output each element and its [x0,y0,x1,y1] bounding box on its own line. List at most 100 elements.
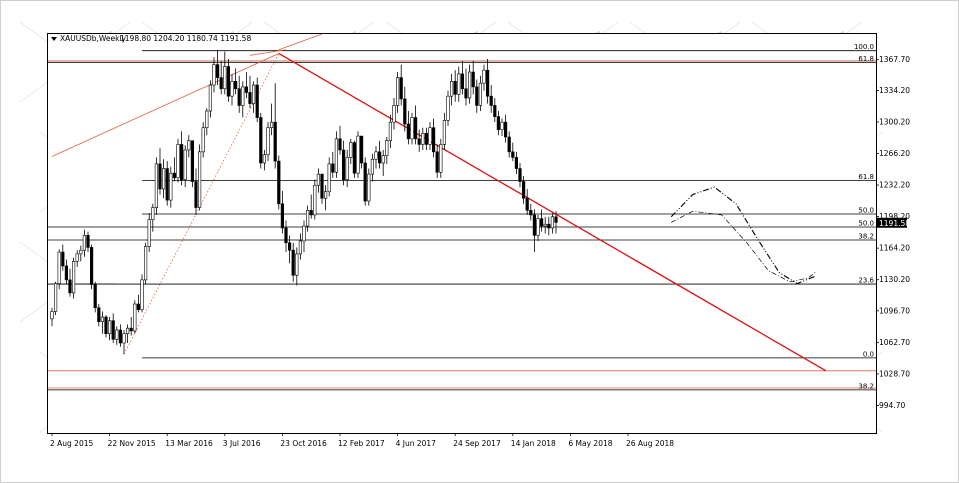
x-tick-label: 2 Aug 2015 [50,439,93,448]
candle [118,324,122,347]
y-tick-label: 1164.20 [879,244,910,253]
candle-body [172,172,177,179]
candle [367,168,371,206]
candle-body [421,132,425,145]
candle [223,51,227,95]
x-tick-label: 6 May 2018 [568,439,612,448]
candle-body [154,163,159,208]
candle [97,304,101,327]
candle [64,259,68,285]
candle-body [219,77,223,90]
candle-body [104,316,108,335]
candle-body [100,316,104,322]
candle [269,103,274,136]
candle-body [320,173,324,199]
candle [467,64,472,104]
candle-body [496,116,501,130]
candle [388,114,393,149]
candle [547,216,551,236]
candle-body [485,69,490,97]
candle-body [410,117,414,140]
candle-body [126,327,130,335]
candle-body [108,320,112,335]
candle [154,157,159,215]
candle [439,138,443,178]
candle-body [248,92,252,104]
candle-body [162,168,166,190]
candle [133,300,137,334]
dropdown-triangle-icon[interactable] [51,37,57,41]
candle-body [399,77,403,100]
candle [255,77,259,123]
trendline [51,53,279,157]
candle [428,122,432,150]
fibo-level-label: 61.8 [858,55,874,63]
candle [478,75,483,112]
candle-body [190,140,195,182]
candle [320,173,324,204]
candle [151,203,155,232]
candle [205,108,209,136]
candle-body [255,84,259,118]
candle-body [201,127,205,153]
candle-body [79,249,83,255]
candle-body [467,71,472,99]
y-tick-label: 1028.70 [879,369,910,378]
y-tick-label: 1130.20 [879,275,910,284]
candle [356,131,360,178]
candle [57,249,61,290]
candle [61,244,65,271]
candle [126,324,130,343]
candle-body [327,163,331,193]
candle-body [385,140,389,156]
candle-body [216,64,220,78]
ohlc-readout: 1198.80 1204.20 1180.74 1191.58 [120,34,251,43]
candle-body [424,132,429,145]
candle [511,142,515,162]
candle [169,166,173,208]
candle [172,157,177,182]
candle [309,194,313,219]
candle [241,81,245,118]
candle-body [212,64,216,86]
candle [345,149,349,188]
candle [226,59,231,102]
candle-body [406,123,411,140]
candle [489,85,493,113]
candle [216,49,220,86]
candle [122,330,126,355]
projection-path [670,186,816,285]
candle-body [133,303,137,332]
candle [165,161,169,206]
candle [446,90,450,126]
trendline [278,52,827,372]
candle-body [90,247,94,285]
candle [111,313,115,343]
candle-body [223,66,227,90]
candle [208,80,213,118]
candle-body [194,181,198,208]
candle [496,111,501,136]
candle-body [543,223,547,227]
candle [334,131,339,178]
candle-body [381,155,385,164]
candle-body [61,251,65,267]
candle-body [478,82,483,106]
candle [475,79,479,113]
candle-body [395,77,400,106]
y-tick-label: 1300.20 [879,117,910,126]
candle-body [75,253,79,262]
candle-body [334,138,339,173]
plot-area [47,33,877,434]
candle-body [68,279,72,294]
candle [234,68,238,95]
candle-body [180,144,184,180]
candle [237,75,241,113]
candle-body [309,210,313,216]
trendlines [51,33,827,372]
y-tick-label: 1232.20 [879,181,910,190]
candle [266,122,270,162]
candle [104,315,108,338]
candle-body [86,235,90,248]
candle-body [262,154,267,164]
